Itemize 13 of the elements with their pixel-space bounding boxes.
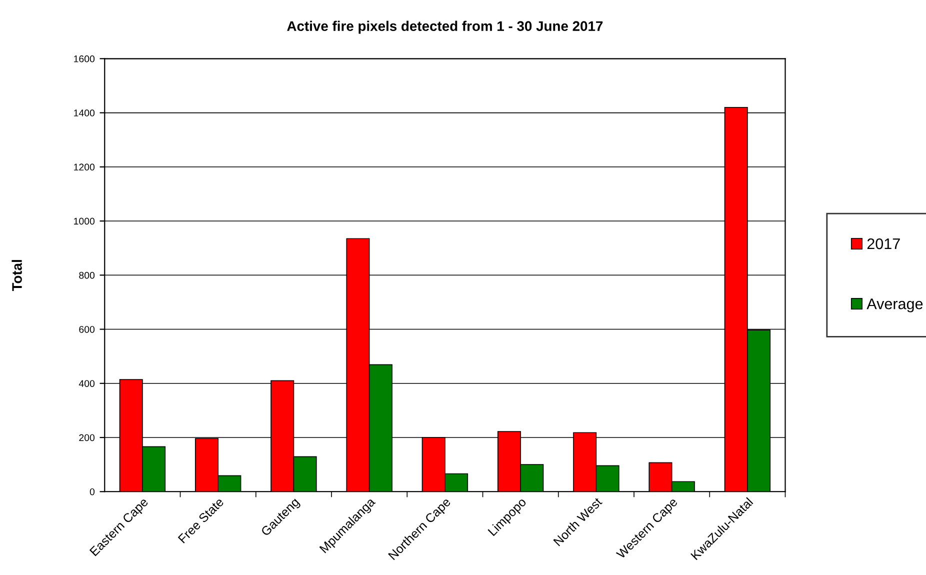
y-tick-label: 1000 [74, 218, 95, 225]
y-tick-label: 800 [79, 272, 95, 279]
y-tick-label: 600 [79, 326, 95, 333]
y-tick-label: 1600 [74, 55, 95, 62]
legend-label: Average [866, 298, 923, 312]
y-tick-label: 200 [79, 434, 95, 442]
y-tick-label: 400 [78, 380, 95, 387]
chart-title: Active fire pixels detected from 1 - 30 June 2017 [287, 20, 603, 34]
y-tick-label: 1400 [74, 110, 95, 116]
y-tick-label: 0 [90, 488, 95, 496]
legend-label: 2017 [867, 238, 900, 250]
y-tick-label: 1200 [74, 164, 95, 171]
y-axis-title: Total [12, 260, 22, 292]
